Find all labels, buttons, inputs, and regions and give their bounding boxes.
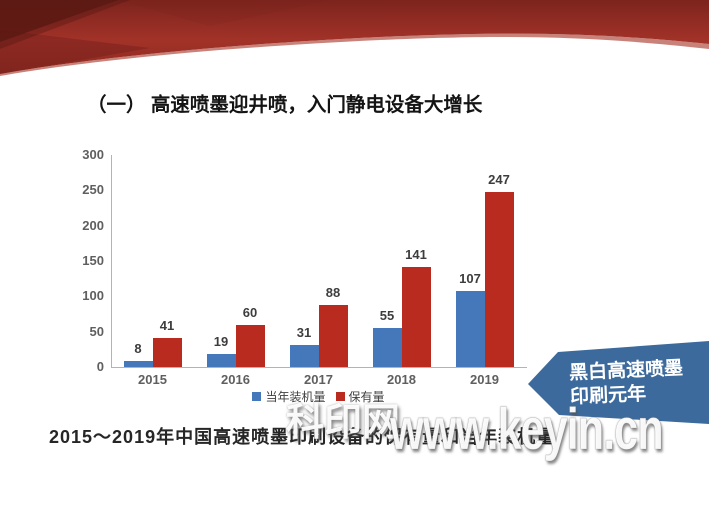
y-axis-tick-label: 50 — [89, 323, 104, 339]
bar-value-label: 19 — [213, 333, 229, 349]
y-axis-tick-label: 0 — [96, 359, 104, 374]
bar-value-label: 31 — [296, 325, 312, 341]
legend-item: 当年装机量 — [252, 388, 326, 405]
x-axis-category-label: 2019 — [470, 372, 499, 387]
y-axis-tick-label: 100 — [82, 288, 104, 304]
banner-main-band — [0, 0, 709, 74]
bar-保有量-2018 — [401, 267, 431, 367]
legend-item: 保有量 — [335, 388, 385, 405]
banner-shade-left — [0, 30, 150, 74]
x-axis-category-label: 2015 — [138, 372, 167, 387]
bar-当年装机量-2016 — [206, 353, 236, 367]
y-axis-tick-label: 200 — [82, 217, 104, 233]
bar-保有量-2019 — [484, 192, 514, 367]
legend-swatch-icon — [252, 392, 262, 401]
chart-caption: 2015～2019年中国高速喷墨印刷设备的保有量和当年装机量 — [49, 427, 556, 447]
banner-light-stripe — [0, 33, 709, 76]
bar-value-label: 60 — [242, 304, 258, 320]
bar-当年装机量-2019 — [455, 291, 485, 367]
legend-label: 保有量 — [348, 390, 385, 404]
bar-value-label: 55 — [379, 308, 395, 324]
banner-fold-edge — [0, 0, 130, 49]
bar-value-label: 141 — [405, 247, 427, 263]
x-axis-category-label: 2017 — [304, 372, 333, 387]
banner-fold-mid — [118, 0, 330, 26]
chart-legend: 当年装机量 保有量 — [111, 388, 526, 405]
bar-保有量-2016 — [235, 324, 265, 367]
bar-value-label: 247 — [488, 172, 510, 188]
callout-line2: 印刷元年 — [570, 382, 647, 408]
bar-当年装机量-2017 — [289, 345, 319, 367]
x-axis-category-label: 2016 — [221, 372, 250, 387]
legend-label: 当年装机量 — [265, 390, 326, 404]
y-axis-tick-label: 150 — [82, 253, 104, 268]
bar-value-label: 41 — [159, 318, 175, 334]
bar-保有量-2015 — [152, 338, 182, 367]
bar-value-label: 88 — [325, 284, 341, 300]
bar-保有量-2017 — [318, 304, 348, 367]
bar-当年装机量-2015 — [123, 361, 153, 367]
watermark-latin: www.keyin.cn — [390, 397, 664, 462]
watermark-cjk: 科印网 — [286, 402, 401, 444]
page-title: （一） 高速喷墨迎井喷，入门静电设备大增长 — [87, 94, 483, 116]
legend-swatch-icon — [335, 392, 345, 401]
callout-arrow: 黑白高速喷墨 印刷元年 — [528, 341, 709, 424]
plot-area — [111, 155, 527, 368]
bar-value-label: 107 — [459, 271, 481, 287]
y-axis-tick-label: 300 — [82, 147, 104, 162]
bar-当年装机量-2018 — [372, 328, 402, 367]
x-axis-category-label: 2018 — [387, 372, 416, 387]
bar-value-label: 8 — [134, 341, 142, 357]
banner-fold-left — [0, 0, 118, 42]
top-banner-decoration — [0, 0, 709, 76]
y-axis-tick-label: 250 — [82, 182, 104, 198]
callout-arrow-shape — [528, 341, 709, 424]
